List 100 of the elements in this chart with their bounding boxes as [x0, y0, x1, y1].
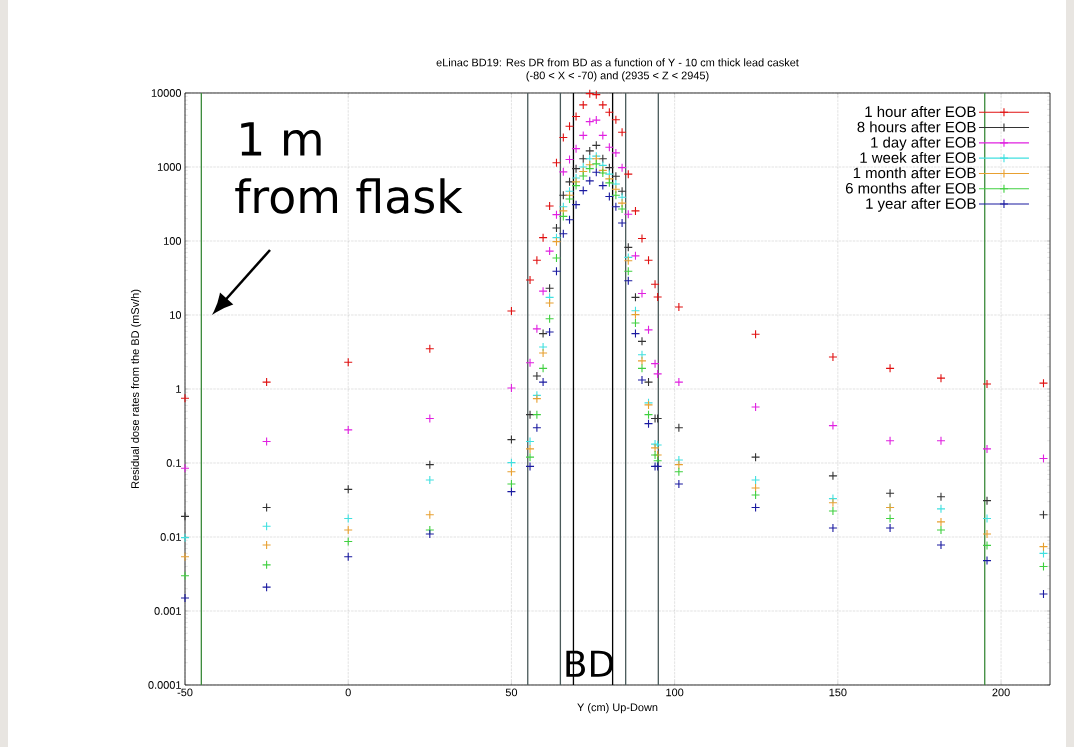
point — [751, 402, 761, 412]
point — [674, 377, 684, 387]
point — [674, 423, 684, 433]
point — [578, 171, 588, 181]
point — [936, 525, 946, 535]
legend-label: 8 hours after EOB — [857, 121, 976, 133]
y-tick-label: 0.1 — [166, 459, 181, 467]
point — [545, 327, 555, 337]
point — [674, 302, 684, 312]
point — [828, 352, 838, 362]
point — [425, 475, 435, 485]
point — [532, 394, 542, 404]
point — [982, 496, 992, 506]
legend-label: 1 day after EOB — [871, 136, 976, 151]
point — [545, 298, 555, 308]
point — [611, 202, 621, 212]
point — [506, 306, 516, 316]
x-tick-label: -50 — [177, 688, 193, 697]
x-tick-label: 100 — [666, 688, 684, 697]
point — [525, 358, 535, 368]
point — [551, 223, 562, 233]
point — [532, 410, 542, 420]
point — [674, 467, 684, 477]
point — [525, 410, 535, 420]
point — [538, 342, 548, 352]
point — [538, 329, 548, 339]
point — [617, 192, 627, 202]
legend-label: 6 months after EOB — [845, 182, 976, 194]
point — [538, 286, 548, 296]
point — [525, 461, 535, 471]
point — [571, 200, 581, 210]
point — [591, 115, 601, 125]
point — [506, 383, 516, 393]
y-tick-label: 0.001 — [154, 607, 181, 615]
point — [538, 363, 548, 373]
point — [630, 318, 641, 328]
point — [885, 436, 895, 446]
point — [617, 198, 627, 208]
point — [538, 348, 548, 358]
point — [617, 186, 627, 196]
point — [751, 483, 761, 493]
point — [885, 363, 895, 373]
point — [571, 164, 581, 174]
point — [617, 163, 627, 173]
point — [828, 506, 838, 516]
point — [674, 460, 684, 470]
point — [585, 146, 595, 156]
point — [525, 275, 535, 285]
point — [936, 504, 946, 514]
point — [674, 479, 684, 489]
point — [617, 204, 627, 214]
point — [885, 523, 895, 533]
annotation: 1 m — [241, 122, 321, 156]
point — [650, 359, 660, 369]
point — [425, 529, 435, 539]
point — [180, 511, 190, 521]
annotation: from flask — [235, 178, 463, 214]
point — [751, 490, 761, 500]
point — [611, 184, 621, 194]
point — [604, 178, 614, 188]
point — [564, 194, 575, 204]
point — [538, 377, 548, 387]
point — [936, 373, 946, 383]
x-tick-label: 150 — [829, 688, 847, 697]
point — [525, 444, 535, 454]
point — [262, 582, 272, 592]
legend-label: 1 week after EOB — [860, 151, 976, 163]
chart-title: eLinac BD19: Res DR from BD as a function of Y - 10 cm thick lead casket — [436, 58, 799, 67]
point — [936, 540, 946, 550]
point — [545, 201, 555, 211]
x-tick-label: 0 — [345, 688, 351, 697]
point — [1038, 378, 1049, 388]
x-tick-label: 200 — [992, 688, 1010, 697]
point — [180, 533, 190, 543]
point — [828, 523, 838, 533]
point — [591, 159, 601, 169]
point — [885, 488, 895, 498]
legend-label: 1 month after EOB — [853, 167, 976, 179]
y-tick-label: 10 — [170, 311, 182, 319]
y-tick-label: 0.01 — [160, 533, 181, 541]
point — [643, 377, 654, 387]
point — [637, 350, 647, 360]
point — [982, 513, 992, 524]
legend-label: 1 year after EOB — [866, 197, 976, 212]
point — [828, 498, 838, 508]
y-tick-label: 1000 — [157, 163, 182, 171]
point — [525, 452, 535, 462]
point — [551, 253, 562, 263]
point — [571, 112, 581, 122]
point — [936, 436, 946, 446]
point — [637, 356, 647, 366]
point — [637, 288, 647, 299]
point — [936, 492, 946, 502]
point — [650, 279, 660, 289]
point — [885, 513, 895, 524]
point — [532, 255, 542, 265]
point — [571, 144, 581, 154]
point — [532, 324, 542, 334]
point — [611, 115, 621, 125]
y-tick-label: 10000 — [151, 89, 182, 97]
